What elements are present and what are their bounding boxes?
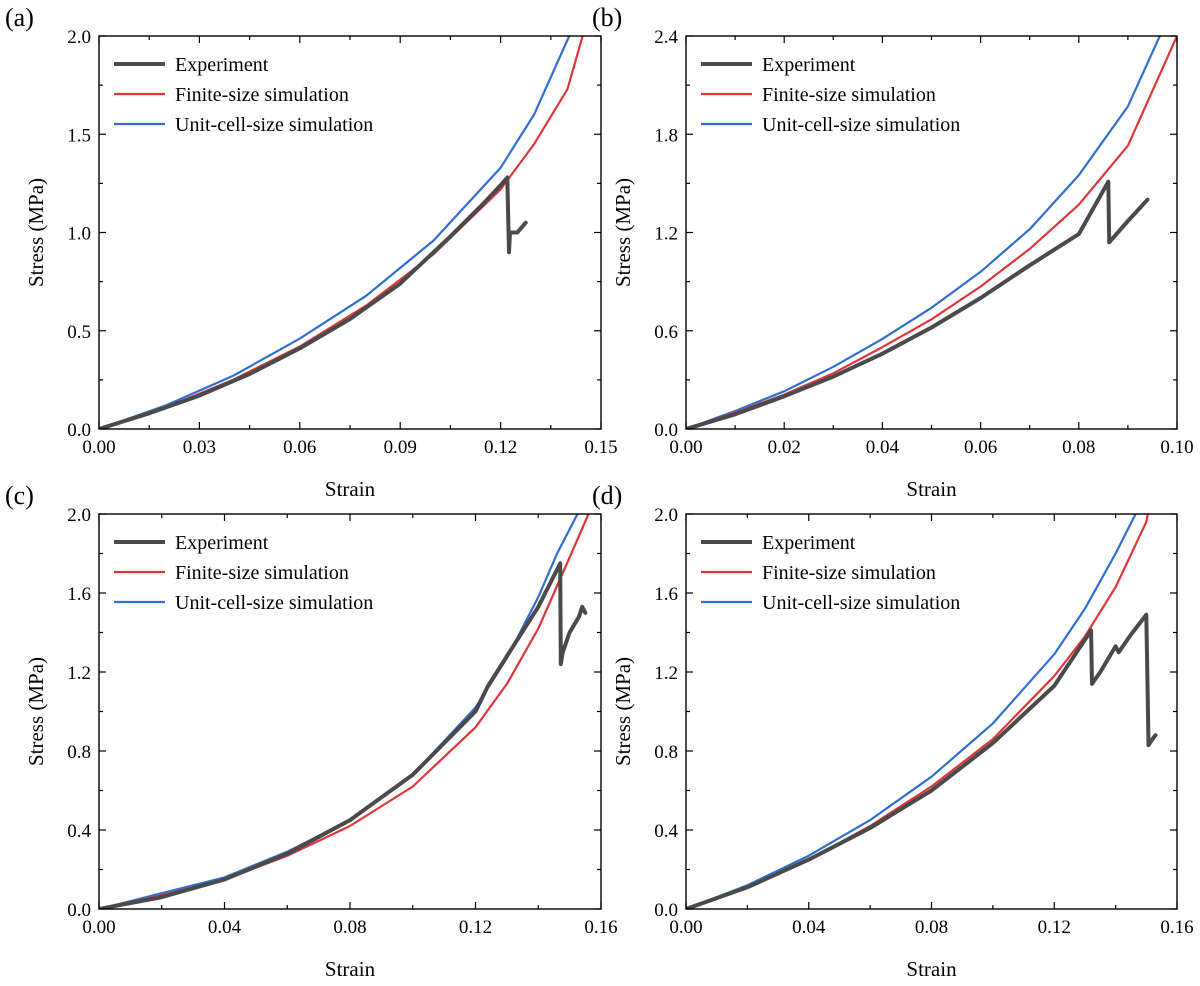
y-tick-label: 2.0: [67, 505, 91, 526]
panel-label: (b): [592, 3, 622, 32]
chart-panel: 0.00 0.04 0.08 0.12 0.16 0.0 0.4 0.8 1.2 1.6 2.0 St…: [5, 481, 618, 981]
panel-label: (a): [5, 3, 34, 32]
y-tick-label: 2.0: [654, 505, 678, 526]
series-line-experiment: [686, 179, 1150, 429]
x-tick-label: 0.03: [183, 437, 216, 458]
x-tick-label: 0.12: [1038, 917, 1071, 938]
legend-label: Unit-cell-size simulation: [762, 592, 960, 614]
y-tick-label: 1.5: [67, 125, 91, 146]
y-tick-label: 0.0: [654, 900, 678, 921]
y-tick-label: 0.0: [67, 420, 91, 441]
legend-label: Finite-size simulation: [175, 84, 349, 106]
series-line-experiment: [99, 561, 588, 909]
x-tick-label: 0.04: [866, 437, 900, 458]
x-tick-label: 0.09: [384, 437, 417, 458]
x-tick-label: 0.06: [964, 437, 997, 458]
legend-label: Experiment: [762, 54, 856, 76]
x-tick-label: 0.16: [584, 917, 617, 938]
x-tick-label: 0.00: [669, 437, 702, 458]
legend-label: Experiment: [175, 54, 269, 76]
legend-label: Unit-cell-size simulation: [175, 592, 373, 614]
y-tick-label: 1.2: [67, 663, 91, 684]
y-tick-label: 0.6: [654, 322, 678, 343]
x-tick-label: 0.06: [283, 437, 316, 458]
x-tick-label: 0.04: [792, 917, 826, 938]
x-tick-label: 0.02: [768, 437, 801, 458]
x-tick-label: 0.16: [1160, 917, 1193, 938]
y-axis-title: Stress (MPa): [611, 178, 635, 287]
series-line-experiment: [686, 612, 1158, 909]
legend-label: Experiment: [175, 532, 269, 554]
x-axis-title: Strain: [906, 957, 957, 981]
x-tick-label: 0.08: [1062, 437, 1095, 458]
y-tick-label: 1.2: [654, 224, 678, 245]
y-tick-label: 1.6: [67, 584, 91, 605]
y-tick-label: 1.0: [67, 224, 91, 245]
x-tick-label: 0.10: [1160, 437, 1193, 458]
x-tick-label: 0.12: [459, 917, 492, 938]
legend-label: Finite-size simulation: [762, 562, 936, 584]
chart-panel: 0.00 0.04 0.08 0.12 0.16 0.0 0.4 0.8 1.2 1.6 2.0 St…: [592, 481, 1194, 981]
x-tick-label: 0.15: [584, 437, 617, 458]
legend-label: Unit-cell-size simulation: [175, 114, 373, 136]
legend-label: Unit-cell-size simulation: [762, 114, 960, 136]
chart-panel: 0.00 0.02 0.04 0.06 0.08 0.10 0.0 0.6 1.2 1.8 2.4 S…: [592, 3, 1194, 501]
y-tick-label: 2.4: [654, 27, 678, 48]
y-tick-label: 1.6: [654, 584, 678, 605]
x-axis-title: Strain: [906, 477, 957, 501]
series-line-experiment: [99, 175, 528, 429]
y-tick-label: 0.0: [654, 420, 678, 441]
y-axis-title: Stress (MPa): [24, 657, 48, 766]
legend-label: Finite-size simulation: [762, 84, 936, 106]
y-tick-label: 1.8: [654, 125, 678, 146]
x-tick-label: 0.04: [208, 917, 242, 938]
y-tick-label: 1.2: [654, 663, 678, 684]
x-axis-title: Strain: [325, 957, 376, 981]
x-tick-label: 0.08: [915, 917, 948, 938]
y-tick-label: 0.4: [67, 821, 91, 842]
y-tick-label: 0.4: [654, 821, 678, 842]
y-tick-label: 0.8: [654, 742, 678, 763]
x-tick-label: 0.00: [82, 437, 115, 458]
series-line-unit-cell-size-simulation: [686, 514, 1137, 909]
x-tick-label: 0.00: [82, 917, 115, 938]
y-tick-label: 0.8: [67, 742, 91, 763]
x-tick-label: 0.08: [333, 917, 366, 938]
x-tick-label: 0.12: [484, 437, 517, 458]
x-axis-title: Strain: [325, 477, 376, 501]
legend-label: Experiment: [762, 532, 856, 554]
y-tick-label: 2.0: [67, 27, 91, 48]
chart-panel: 0.00 0.03 0.06 0.09 0.12 0.15 0.0 0.5 1.0 1.5 2.0 S…: [5, 3, 618, 501]
series-line-unit-cell-size-simulation: [99, 36, 571, 429]
series-line-unit-cell-size-simulation: [686, 36, 1161, 429]
legend-label: Finite-size simulation: [175, 562, 349, 584]
y-axis-title: Stress (MPa): [24, 178, 48, 287]
x-tick-label: 0.00: [669, 917, 702, 938]
y-axis-title: Stress (MPa): [611, 657, 635, 766]
y-tick-label: 0.0: [67, 900, 91, 921]
y-tick-label: 0.5: [67, 322, 91, 343]
panel-label: (c): [5, 481, 34, 510]
panel-label: (d): [592, 481, 622, 510]
